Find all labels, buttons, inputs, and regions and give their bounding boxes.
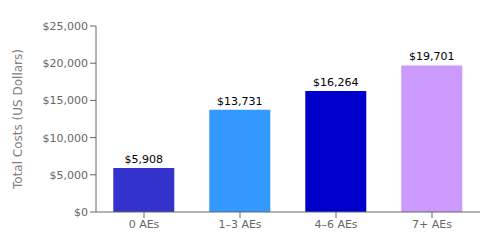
svg-text:$10,000: $10,000 (43, 132, 89, 145)
svg-text:$13,731: $13,731 (217, 95, 263, 108)
svg-text:$5,908: $5,908 (125, 153, 164, 166)
svg-text:4–6 AEs: 4–6 AEs (314, 218, 357, 231)
svg-text:0 AEs: 0 AEs (129, 218, 160, 231)
svg-text:$15,000: $15,000 (43, 94, 89, 107)
svg-text:$20,000: $20,000 (43, 57, 89, 70)
svg-text:Total Costs (US Dollars): Total Costs (US Dollars) (11, 49, 25, 190)
svg-text:$0: $0 (74, 206, 88, 219)
svg-text:$16,264: $16,264 (313, 76, 359, 89)
svg-text:1–3 AEs: 1–3 AEs (218, 218, 261, 231)
svg-text:$5,000: $5,000 (50, 169, 89, 182)
svg-text:$25,000: $25,000 (43, 20, 89, 33)
svg-text:$19,701: $19,701 (409, 50, 455, 63)
svg-text:7+ AEs: 7+ AEs (412, 218, 452, 231)
